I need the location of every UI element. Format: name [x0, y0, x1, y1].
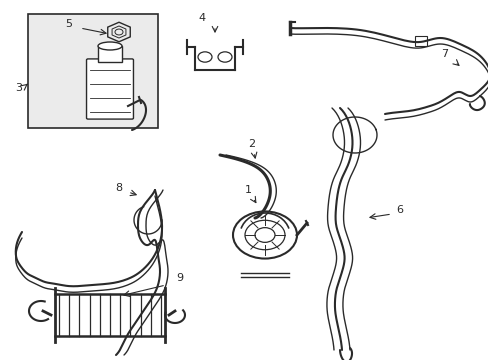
Text: 7: 7 [441, 49, 447, 59]
Text: 5: 5 [65, 19, 72, 29]
Text: 3: 3 [15, 83, 22, 93]
Bar [98, 46, 122, 62]
Text: 8: 8 [115, 183, 122, 193]
Bar [28, 14, 158, 128]
Ellipse shape [98, 42, 122, 50]
Text: 4: 4 [198, 13, 205, 23]
Text: 6: 6 [396, 205, 403, 215]
FancyBboxPatch shape [86, 59, 133, 119]
Bar [414, 36, 426, 46]
Text: 1: 1 [244, 185, 251, 195]
Text: 9: 9 [176, 273, 183, 283]
Text: 2: 2 [248, 139, 255, 149]
